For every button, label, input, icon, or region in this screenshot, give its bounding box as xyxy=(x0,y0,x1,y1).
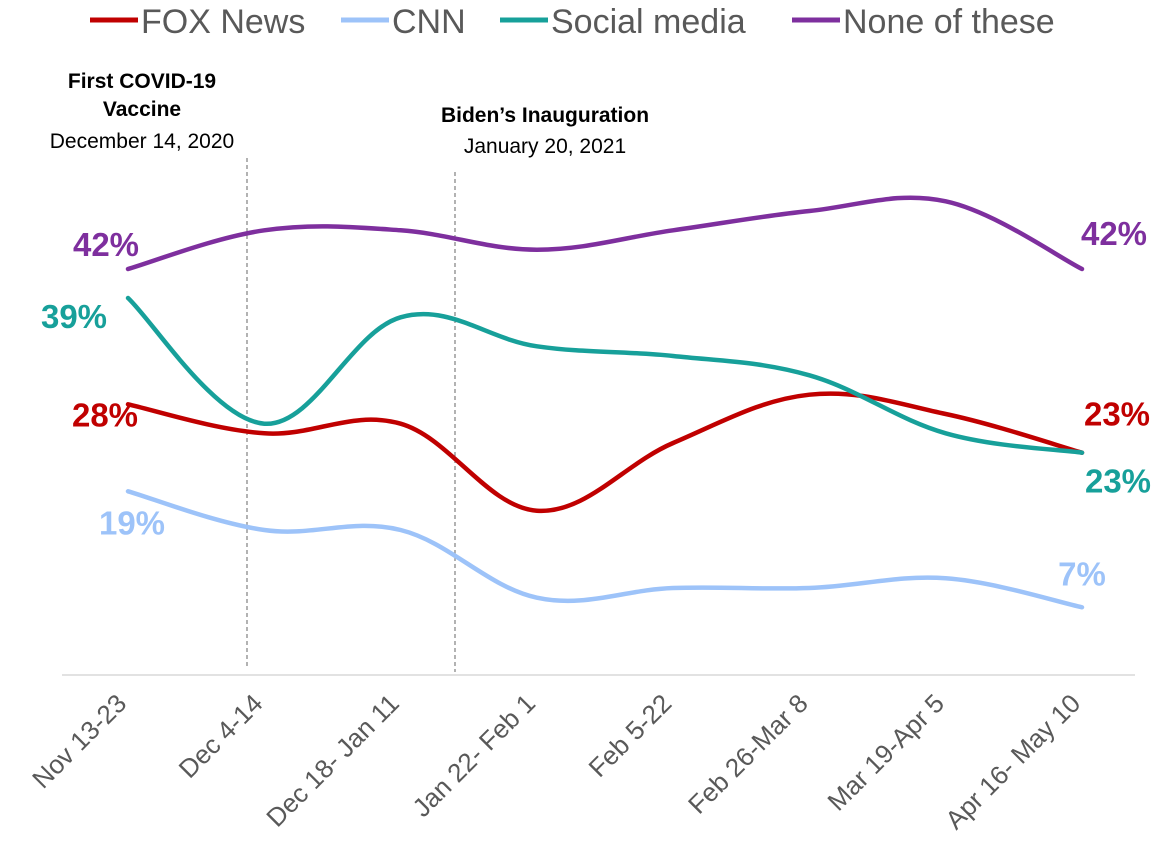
data-label-none-of-these-end: 42% xyxy=(1081,215,1147,252)
x-tick-label-feb-26-mar-8: Feb 26-Mar 8 xyxy=(682,688,814,820)
legend-item-none-of-these: None of these xyxy=(792,3,1055,41)
data-label-social-media-start: 39% xyxy=(41,298,107,335)
annotation-vaccine-title-line1: First COVID-19 xyxy=(68,70,216,93)
annotation-vaccine-date: December 14, 2020 xyxy=(50,130,234,153)
legend-item-cnn: CNN xyxy=(341,3,466,41)
data-label-cnn-end: 7% xyxy=(1058,555,1106,592)
x-tick-label-mar-19-apr-5: Mar 19-Apr 5 xyxy=(821,688,950,817)
series-line-cnn xyxy=(125,489,1085,610)
data-label-fox-news-start: 28% xyxy=(72,396,138,433)
annotation-inauguration-date: January 20, 2021 xyxy=(464,135,626,158)
annotation-vaccine-title-line2: Vaccine xyxy=(103,98,181,121)
x-tick-label-nov-13-23: Nov 13-23 xyxy=(26,688,132,794)
legend-label-cnn: CNN xyxy=(392,3,466,41)
series-line-social-media xyxy=(125,295,1085,455)
series-layer xyxy=(125,195,1085,610)
annotation-vaccine: First COVID-19 Vaccine December 14, 2020 xyxy=(50,70,248,667)
annotation-inauguration: Biden’s Inauguration January 20, 2021 xyxy=(441,104,649,672)
annotation-inauguration-title: Biden’s Inauguration xyxy=(441,104,649,127)
legend: FOX News CNN Social media None of these xyxy=(90,3,1055,41)
x-tick-label-dec-4-14: Dec 4-14 xyxy=(173,688,269,784)
legend-label-fox-news: FOX News xyxy=(141,3,305,41)
x-tick-label-jan-22-feb-1: Jan 22- Feb 1 xyxy=(406,688,541,823)
series-line-fox-news xyxy=(125,391,1085,513)
legend-label-none-of-these: None of these xyxy=(843,3,1055,41)
data-labels: 28% 23% 19% 7% 39% 23% 42% 42% xyxy=(41,215,1151,592)
data-label-social-media-end: 23% xyxy=(1085,463,1151,500)
x-tick-label-dec-18-jan-11: Dec 18- Jan 11 xyxy=(260,688,405,833)
x-tick-label-feb-5-22: Feb 5-22 xyxy=(583,688,678,783)
legend-item-fox-news: FOX News xyxy=(90,3,305,41)
series-line-none-of-these xyxy=(125,195,1085,272)
x-tick-label-apr-16-may-10: Apr 16- May 10 xyxy=(939,688,1086,835)
legend-item-social-media: Social media xyxy=(500,3,746,41)
legend-label-social-media: Social media xyxy=(551,3,746,41)
data-label-cnn-start: 19% xyxy=(99,504,165,541)
data-label-none-of-these-start: 42% xyxy=(73,226,139,263)
data-label-fox-news-end: 23% xyxy=(1084,396,1150,433)
